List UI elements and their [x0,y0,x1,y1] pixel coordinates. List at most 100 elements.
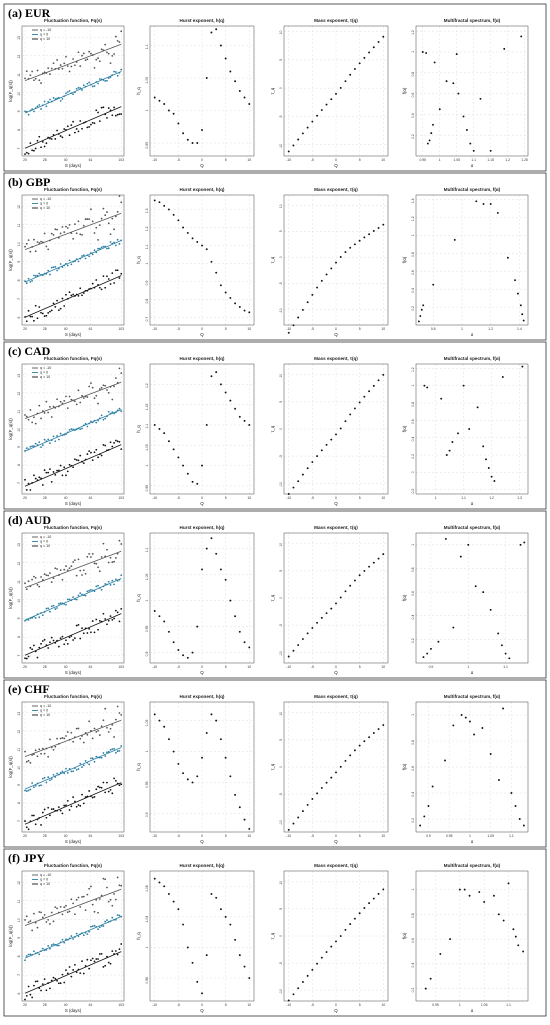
spectrum-point [432,283,435,286]
fit-line-q2 [24,951,122,994]
fluct-point-q2 [65,293,67,296]
y-tick-label: 10 [17,918,21,922]
fluct-point-q1 [111,916,114,919]
y-tick-label: 0 [279,256,283,258]
x-axis-label: α [471,332,474,337]
fluct-point-q2 [88,450,91,453]
fluct-point-q2 [109,109,112,112]
y-axis-label: τ_q [270,594,275,601]
legend-entry: q = 0 [40,202,48,206]
y-axis-label: f(α) [402,87,407,94]
y-tick-label: 12 [17,205,21,209]
spectrum-point [453,238,456,241]
fluct-point-q0 [38,911,41,913]
hurst-point [243,419,246,422]
fluct-point-q1 [97,419,99,422]
fluct-point-q0 [50,911,53,914]
fluct-point-q2 [40,311,42,314]
x-tick-label: 0.8 [431,327,436,331]
x-tick-label: 61 [89,496,93,500]
fluct-point-q1 [98,247,101,250]
fluct-point-q1 [41,614,44,617]
fluct-point-q0 [100,725,103,728]
hurst-point [248,423,251,426]
x-tick-label: 1.1 [461,496,466,500]
fluct-point-q0 [63,62,66,65]
mass-point [330,98,333,101]
fluct-point-q0 [52,920,55,923]
fluct-point-q2 [24,820,26,822]
fluct-point-q0 [56,568,58,570]
y-tick-label: 0.96 [145,977,149,984]
hurst-point [234,302,237,305]
fluct-point-q1 [98,756,101,759]
fluct-point-q2 [29,142,32,145]
plot-title: Multifractal spectrum, f(α) [444,187,501,192]
fluct-point-q0 [72,561,75,563]
fluct-point-q0 [100,217,103,220]
fluct-point-q2 [27,152,30,155]
fluct-point-q2 [107,961,110,964]
mass-point [292,993,295,996]
hurst-point [229,296,232,299]
x-tick-label: 0 [335,1003,337,1007]
fluct-point-q2 [72,796,75,799]
fluct-point-q1 [41,444,44,447]
fluct-point-q2 [90,631,92,634]
fluct-point-q1 [25,110,28,113]
fluct-point-q1 [95,755,98,758]
fluct-point-q0 [65,225,67,228]
fluct-point-q0 [109,385,112,388]
fluct-point-q1 [68,89,71,92]
fluct-point-q2 [106,623,108,626]
fluct-point-q2 [36,656,39,659]
fluct-point-q2 [27,482,30,485]
fluct-point-q1 [63,95,66,98]
fluct-point-q2 [24,478,26,481]
fluct-point-q1 [33,110,35,113]
x-tick-label: 0 [201,158,203,162]
fluct-point-q0 [98,570,101,573]
hurst-point [238,415,241,418]
fit-line-q1 [24,747,122,790]
x-tick-label: 1 [461,327,463,331]
fluct-point-q0 [91,386,94,389]
fluct-point-q2 [52,639,55,642]
fluct-point-q1 [106,415,108,418]
fluct-point-q1 [66,431,69,434]
x-tick-label: 28 [43,327,47,331]
fluct-point-q2 [100,952,103,955]
hurst-point [224,57,227,60]
spectrum-point [426,386,429,389]
fluct-point-q0 [81,735,83,737]
x-axis-label: Q [200,839,204,844]
mass-point [363,395,366,398]
fluct-point-q0 [36,755,39,758]
x-tick-label: 0.9 [426,834,431,838]
x-tick-label: 5 [359,1003,361,1007]
fluct-point-q1 [97,82,99,85]
fluct-point-q2 [38,646,41,649]
fluct-point-q1 [93,760,96,763]
fluct-point-q1 [93,85,96,87]
fluct-point-q1 [82,594,85,597]
fluct-point-q2 [95,109,98,112]
hurst-point [243,818,246,821]
spectrum-point [503,47,506,50]
fluct-point-q2 [45,989,48,992]
hurst-point [219,738,222,741]
y-tick-label: 8 [17,129,21,131]
fluct-point-q2 [118,277,121,279]
fluct-point-q0 [50,232,53,235]
fluct-point-q1 [72,596,75,599]
fluct-point-q0 [73,913,76,916]
mass-point [349,923,352,926]
fluct-point-q0 [56,228,58,231]
fluct-point-q1 [120,574,123,577]
x-axis-label: Q [334,1008,338,1013]
hurst-point [224,578,227,581]
fluct-point-q1 [73,91,76,94]
spectrum-point [427,805,430,807]
fluct-point-q2 [118,440,121,443]
